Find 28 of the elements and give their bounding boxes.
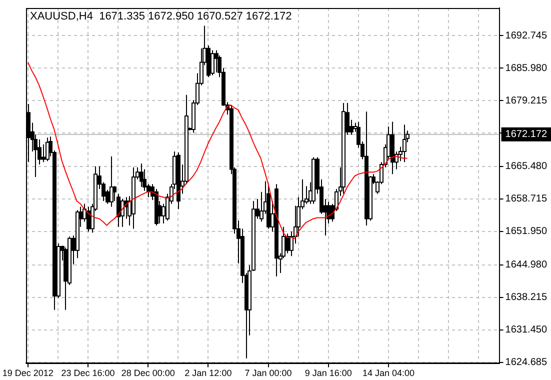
candlestick [42, 144, 46, 163]
x-tick-label: 9 Jan 16:00 [304, 368, 352, 378]
ref-line-label: 1672.172 [505, 129, 548, 140]
candlestick [110, 156, 114, 208]
candlestick [86, 206, 90, 232]
y-tick-label: 1624.685 [505, 357, 548, 368]
y-tick-label: 1658.715 [505, 194, 548, 205]
y-tick-label: 1651.950 [505, 226, 548, 238]
candlestick [210, 50, 214, 76]
y-tick-label: 1692.745 [505, 30, 548, 42]
y-tick-label: 1638.215 [505, 292, 548, 304]
x-tick-label: 7 Jan 00:00 [244, 368, 292, 378]
y-tick-label: 1644.980 [505, 260, 548, 271]
x-tick-label: 2 Jan 12:00 [184, 368, 232, 378]
y-tick-label: 1631.450 [505, 324, 548, 336]
x-tick-label: 23 Dec 16:00 [61, 368, 115, 378]
y-tick-label: 1679.215 [505, 95, 548, 106]
x-tick-label: 28 Dec 00:00 [121, 368, 175, 378]
chart-title: XAUUSD,H4 1671.335 1672.950 1670.527 1672.172 [30, 10, 292, 23]
candlestick [120, 198, 124, 228]
y-tick-label: 1665.480 [505, 161, 548, 172]
candlestick [140, 163, 144, 188]
x-tick-label: 14 Jan 04:00 [362, 368, 415, 378]
y-tick-label: 1685.980 [505, 62, 548, 74]
candlestick [402, 124, 406, 163]
candlestick [214, 50, 218, 73]
x-tick-label: 19 Dec 2012 [2, 368, 54, 378]
candlestick [286, 233, 290, 254]
